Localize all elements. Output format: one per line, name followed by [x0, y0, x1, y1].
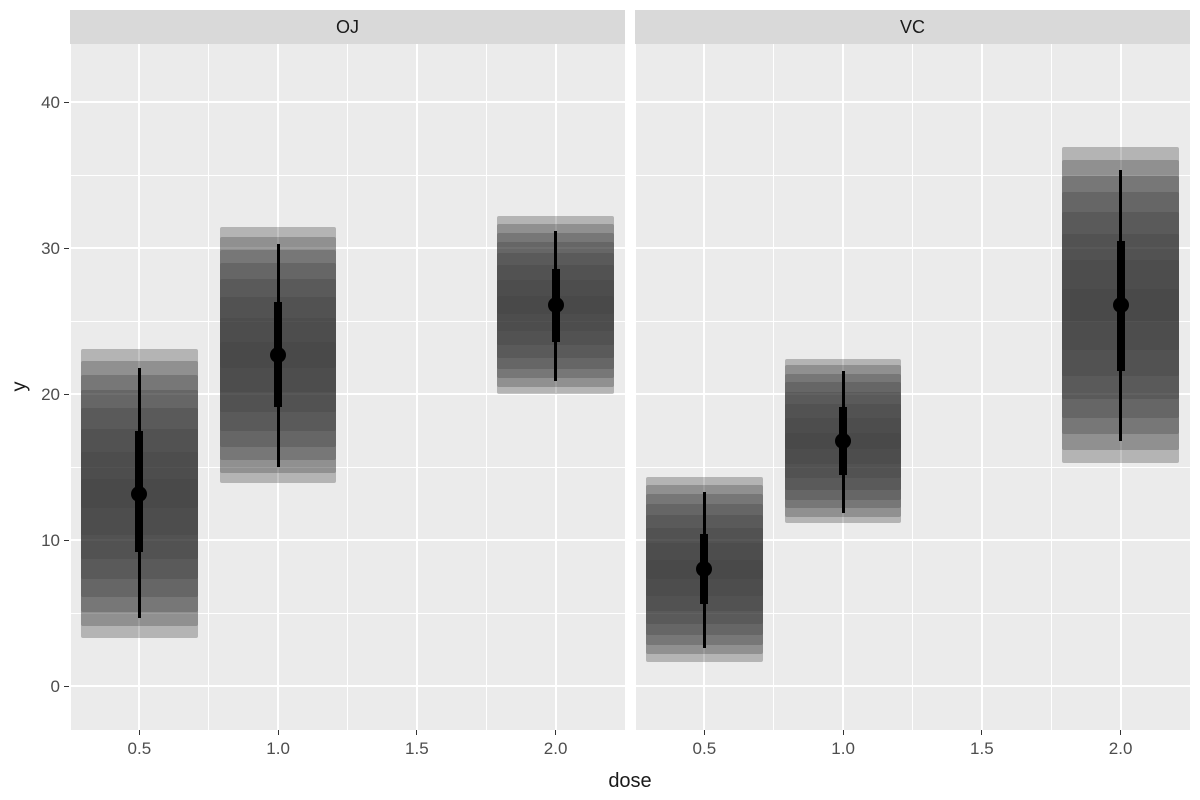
- facet-panel: [70, 44, 625, 730]
- y-tick-mark: [64, 102, 69, 103]
- x-tick-label: 2.0: [536, 740, 576, 757]
- gridline-minor-v: [1190, 44, 1191, 730]
- y-tick-mark: [64, 394, 69, 395]
- y-tick-label: 0: [51, 678, 60, 695]
- y-tick-mark: [64, 248, 69, 249]
- facet-strip: VC: [635, 10, 1190, 44]
- x-tick-mark: [278, 730, 279, 735]
- facet-panel: [635, 44, 1190, 730]
- y-tick-label: 30: [41, 240, 60, 257]
- x-tick-label: 1.0: [258, 740, 298, 757]
- gridline-minor-v: [625, 44, 626, 730]
- gradient-tile: [1062, 289, 1179, 321]
- gridline-minor-v: [347, 44, 348, 730]
- gridline-minor-v: [486, 44, 487, 730]
- x-tick-label: 0.5: [684, 740, 724, 757]
- y-tick-label: 10: [41, 532, 60, 549]
- x-tick-mark: [555, 730, 556, 735]
- gridline-major-h: [70, 101, 625, 103]
- x-tick-label: 1.5: [962, 740, 1002, 757]
- y-tick-label: 20: [41, 386, 60, 403]
- x-tick-mark: [416, 730, 417, 735]
- gridline-minor-v: [773, 44, 774, 730]
- gridline-major-h: [70, 685, 625, 687]
- x-tick-mark: [139, 730, 140, 735]
- y-tick-mark: [64, 540, 69, 541]
- facet-label: VC: [635, 10, 1190, 36]
- x-tick-mark: [843, 730, 844, 735]
- x-tick-label: 2.0: [1101, 740, 1141, 757]
- x-tick-mark: [981, 730, 982, 735]
- gridline-minor-v: [70, 44, 71, 730]
- x-tick-label: 1.5: [397, 740, 437, 757]
- y-tick-label: 40: [41, 94, 60, 111]
- gradient-tile: [785, 433, 902, 450]
- gradient-tile: [220, 342, 337, 368]
- x-tick-label: 0.5: [119, 740, 159, 757]
- gridline-minor-v: [912, 44, 913, 730]
- x-tick-label: 1.0: [823, 740, 863, 757]
- gridline-major-v: [981, 44, 983, 730]
- gridline-major-v: [416, 44, 418, 730]
- gridline-major-h: [635, 101, 1190, 103]
- x-tick-mark: [704, 730, 705, 735]
- gradient-tile: [646, 560, 763, 579]
- y-axis-title: y: [9, 375, 32, 399]
- gradient-tile: [497, 296, 614, 314]
- gridline-major-h: [635, 685, 1190, 687]
- gradient-tile: [81, 479, 198, 509]
- faceted-interval-chart: y dose 0 10 20 30 40 OJ 0.5 1.0 1.5 2.0 VC 0.5 1.0 1.5 2…: [0, 0, 1200, 800]
- y-tick-mark: [64, 686, 69, 687]
- facet-label: OJ: [70, 10, 625, 36]
- facet-strip: OJ: [70, 10, 625, 44]
- x-axis-title: dose: [70, 770, 1190, 793]
- x-tick-mark: [1120, 730, 1121, 735]
- gridline-minor-v: [208, 44, 209, 730]
- gridline-minor-v: [635, 44, 636, 730]
- gridline-minor-v: [1051, 44, 1052, 730]
